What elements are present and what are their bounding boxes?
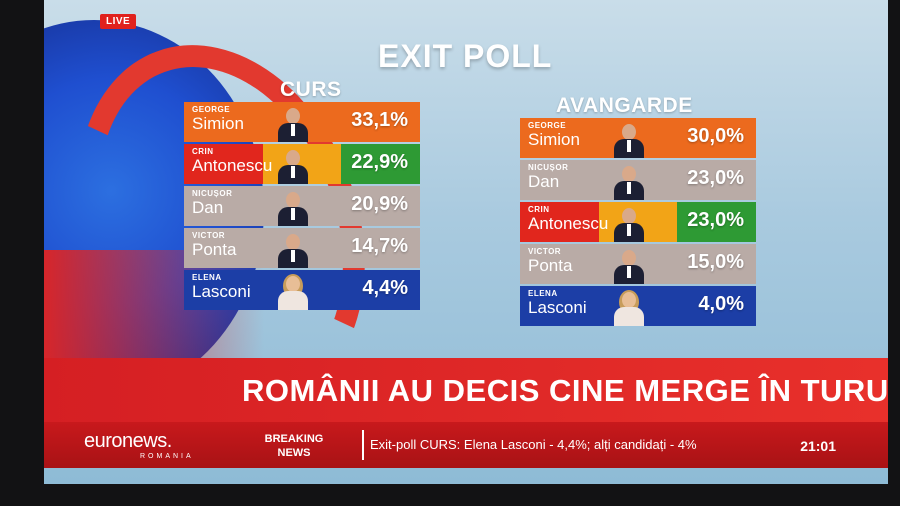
candidate-portrait — [612, 289, 646, 326]
candidate-portrait — [276, 105, 310, 142]
candidate-row: VICTOR Ponta 15,0% — [520, 244, 756, 284]
candidate-name: ELENA Lasconi — [192, 273, 251, 301]
candidate-name: CRIN Antonescu — [192, 147, 273, 175]
candidate-portrait — [276, 231, 310, 268]
candidate-last-name: Antonescu — [528, 214, 609, 233]
euronews-logo-region: ROMANIA — [140, 453, 194, 460]
row-color-segment — [520, 202, 599, 242]
candidate-first-name: NICUȘOR — [192, 189, 233, 198]
candidate-percentage: 14,7% — [351, 235, 408, 257]
candidate-last-name: Simion — [192, 114, 244, 133]
exit-poll-title: EXIT POLL — [378, 38, 553, 74]
candidate-last-name: Ponta — [192, 240, 237, 259]
headline-text: ROMÂNII AU DECIS CINE MERGE ÎN TURUL II — [242, 373, 888, 408]
row-color-segment — [677, 202, 756, 242]
candidate-row: GEORGE Simion 33,1% — [184, 102, 420, 142]
candidate-last-name: Simion — [528, 130, 580, 149]
candidate-last-name: Dan — [192, 198, 224, 217]
candidate-first-name: VICTOR — [192, 231, 226, 240]
candidate-name: VICTOR Ponta — [192, 231, 237, 259]
candidate-row: NICUȘOR Dan 20,9% — [184, 186, 420, 226]
candidate-name: VICTOR Ponta — [528, 247, 573, 275]
news-ticker: euronews. ROMANIA BREAKING NEWS Exit-pol… — [44, 422, 888, 468]
candidate-percentage: 30,0% — [687, 125, 744, 147]
candidate-first-name: NICUȘOR — [528, 163, 569, 172]
ticker-text: Exit-poll CURS: Elena Lasconi - 4,4%; al… — [370, 437, 697, 452]
candidate-row: CRIN Antonescu 23,0% — [520, 202, 756, 242]
candidate-percentage: 4,4% — [362, 277, 408, 299]
candidate-row: CRIN Antonescu 22,9% — [184, 144, 420, 184]
clock: 21:01 — [800, 438, 836, 454]
candidate-name: ELENA Lasconi — [528, 289, 587, 317]
candidate-row: ELENA Lasconi 4,0% — [520, 286, 756, 326]
candidate-first-name: GEORGE — [528, 121, 567, 130]
candidate-first-name: GEORGE — [192, 105, 231, 114]
headline-band: ROMÂNII AU DECIS CINE MERGE ÎN TURUL II — [44, 358, 888, 422]
candidate-name: GEORGE Simion — [192, 105, 244, 133]
candidate-portrait — [276, 147, 310, 184]
candidate-percentage: 20,9% — [351, 193, 408, 215]
candidate-percentage: 4,0% — [698, 293, 744, 315]
candidate-portrait — [612, 247, 646, 284]
tv-screen: LIVE EXIT POLL CURS GEORGE Simion 33,1% CRI… — [44, 0, 888, 484]
poll-table-avangarde: GEORGE Simion 30,0% NICUȘOR Dan 23,0% CRIN Anto… — [520, 118, 756, 328]
row-color-segment — [184, 144, 263, 184]
candidate-last-name: Lasconi — [528, 298, 587, 317]
candidate-last-name: Ponta — [528, 256, 573, 275]
candidate-last-name: Dan — [528, 172, 560, 191]
candidate-first-name: CRIN — [192, 147, 214, 156]
candidate-first-name: CRIN — [528, 205, 550, 214]
candidate-percentage: 15,0% — [687, 251, 744, 273]
candidate-row: ELENA Lasconi 4,4% — [184, 270, 420, 310]
candidate-name: CRIN Antonescu — [528, 205, 609, 233]
live-badge: LIVE — [100, 14, 137, 29]
candidate-portrait — [276, 189, 310, 226]
candidate-last-name: Lasconi — [192, 282, 251, 301]
candidate-row: NICUȘOR Dan 23,0% — [520, 160, 756, 200]
breaking-news-label: BREAKING NEWS — [258, 432, 330, 460]
euronews-logo: euronews. — [84, 430, 172, 452]
candidate-percentage: 23,0% — [687, 209, 744, 231]
breaking-line-2: NEWS — [277, 447, 311, 459]
breaking-line-1: BREAKING — [264, 433, 324, 445]
candidate-portrait — [612, 205, 646, 242]
candidate-row: GEORGE Simion 30,0% — [520, 118, 756, 158]
candidate-name: NICUȘOR Dan — [528, 163, 569, 191]
poll-title-avangarde: AVANGARDE — [556, 94, 693, 117]
candidate-row: VICTOR Ponta 14,7% — [184, 228, 420, 268]
candidate-first-name: ELENA — [528, 289, 558, 298]
candidate-first-name: VICTOR — [528, 247, 562, 256]
candidate-first-name: ELENA — [192, 273, 222, 282]
ticker-divider — [362, 430, 364, 460]
candidate-last-name: Antonescu — [192, 156, 273, 175]
candidate-percentage: 23,0% — [687, 167, 744, 189]
candidate-portrait — [276, 273, 310, 310]
candidate-percentage: 22,9% — [351, 151, 408, 173]
candidate-name: GEORGE Simion — [528, 121, 580, 149]
candidate-name: NICUȘOR Dan — [192, 189, 233, 217]
candidate-percentage: 33,1% — [351, 109, 408, 131]
poll-title-curs: CURS — [280, 78, 342, 101]
poll-table-curs: GEORGE Simion 33,1% CRIN Antonescu 22,9% NICUȘ… — [184, 102, 420, 312]
candidate-portrait — [612, 121, 646, 158]
row-color-segment — [341, 144, 420, 184]
candidate-portrait — [612, 163, 646, 200]
